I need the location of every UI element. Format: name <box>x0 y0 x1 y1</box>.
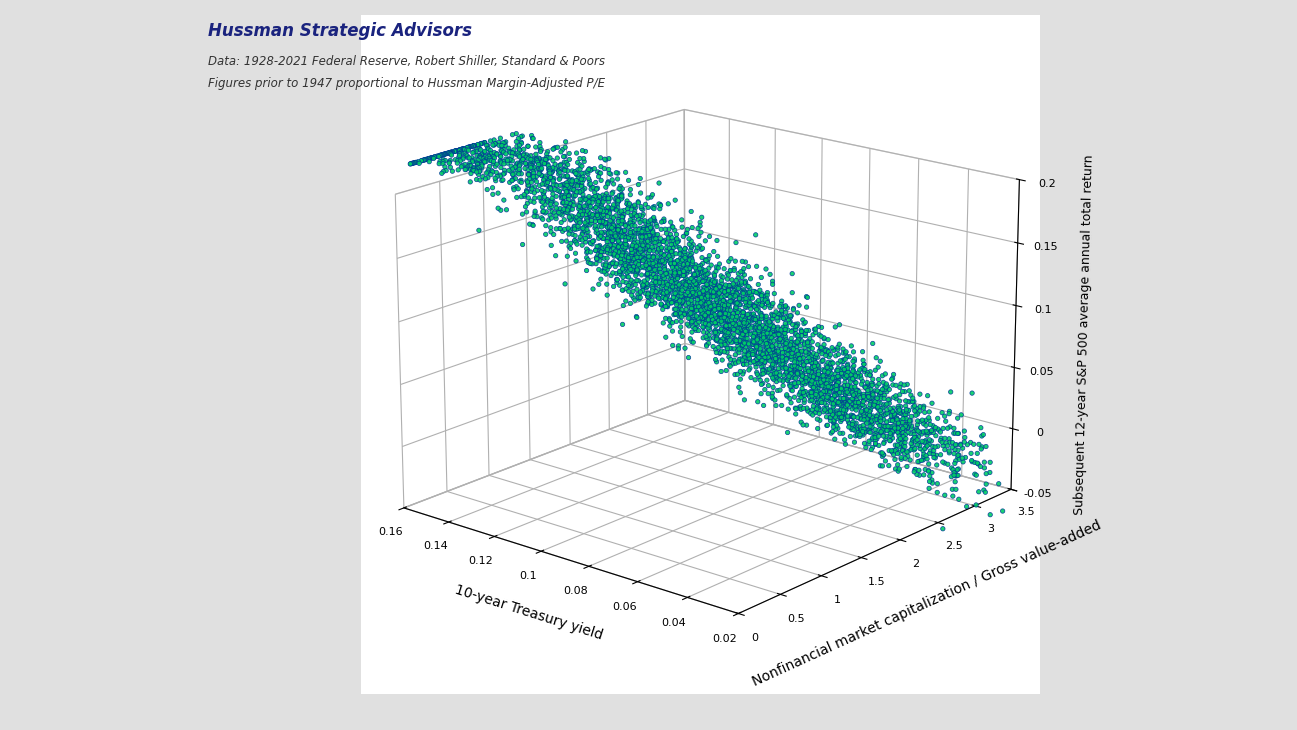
Text: Figures prior to 1947 proportional to Hussman Margin-Adjusted P/E: Figures prior to 1947 proportional to Hu… <box>208 77 604 90</box>
Text: Data: 1928-2021 Federal Reserve, Robert Shiller, Standard & Poors: Data: 1928-2021 Federal Reserve, Robert … <box>208 55 604 68</box>
X-axis label: 10-year Treasury yield: 10-year Treasury yield <box>453 583 604 642</box>
Text: Hussman Strategic Advisors: Hussman Strategic Advisors <box>208 22 472 40</box>
Y-axis label: Nonfinancial market capitalization / Gross value-added: Nonfinancial market capitalization / Gro… <box>750 518 1102 688</box>
